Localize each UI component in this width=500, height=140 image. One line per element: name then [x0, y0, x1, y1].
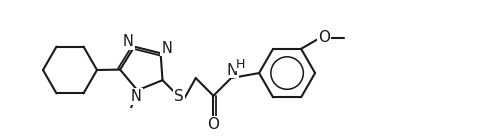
Text: N: N — [131, 89, 142, 104]
Text: O: O — [318, 30, 330, 45]
Text: N: N — [226, 63, 238, 78]
Text: H: H — [236, 58, 245, 71]
Text: N: N — [161, 41, 172, 56]
Text: S: S — [174, 89, 184, 104]
Text: O: O — [208, 117, 220, 132]
Text: N: N — [123, 34, 134, 49]
